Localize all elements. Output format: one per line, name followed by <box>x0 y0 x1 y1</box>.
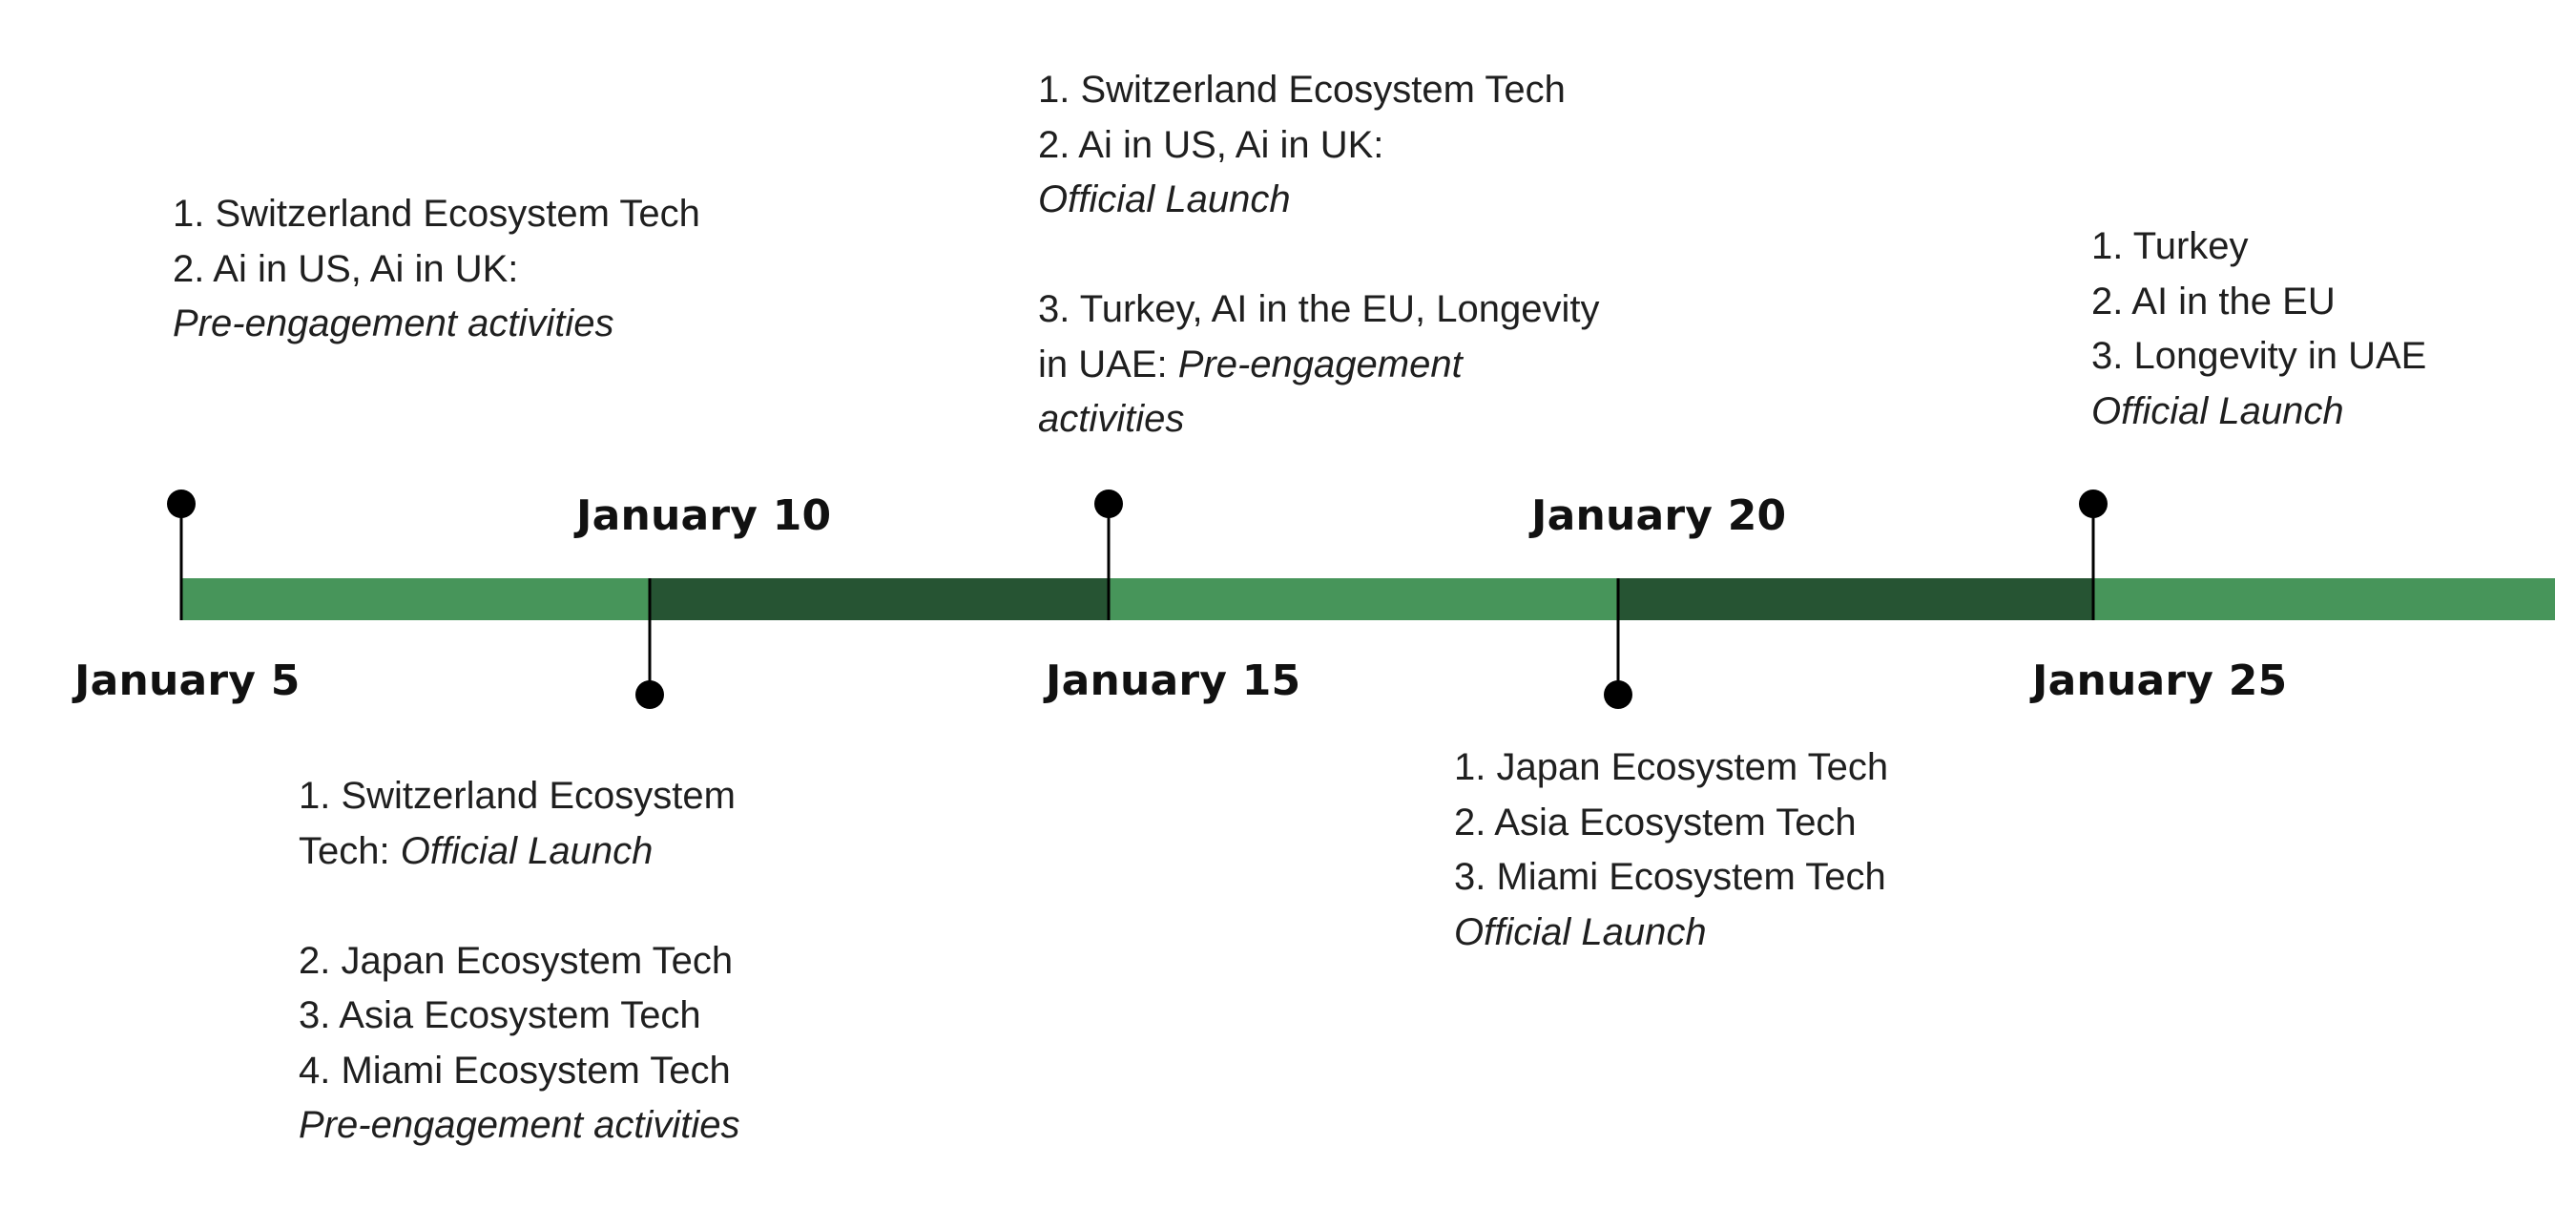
note-line: 3. Miami Ecosystem Tech <box>1454 856 1886 898</box>
note-line: Tech: <box>299 829 401 872</box>
timeline-bar-segment-jan5-jan10 <box>181 578 650 620</box>
note-line: 2. Japan Ecosystem Tech <box>299 939 734 982</box>
note-status: Official Launch <box>2091 389 2344 432</box>
milestone-note-jan5: 1. Switzerland Ecosystem Tech 2. Ai in U… <box>173 187 700 352</box>
milestone-note-jan10: 1. Switzerland Ecosystem Tech: Official … <box>299 769 739 1154</box>
date-label-jan20: January 20 <box>1531 491 1787 540</box>
timeline-bar-segment-jan20-jan25 <box>1618 578 2093 620</box>
note-line: 1. Switzerland Ecosystem Tech <box>173 193 700 235</box>
milestone-marker-jan20 <box>1604 680 1632 709</box>
milestone-note-jan25: 1. Turkey 2. AI in the EU 3. Longevity i… <box>2091 219 2426 439</box>
note-line: 4. Miami Ecosystem Tech <box>299 1049 731 1092</box>
date-label-jan25: January 25 <box>2032 656 2288 705</box>
note-line: 2. Ai in US, Ai in UK: <box>1038 123 1384 166</box>
note-status: Official Launch <box>1454 910 1707 953</box>
note-status: Official Launch <box>400 829 654 872</box>
note-line: 3. Asia Ecosystem Tech <box>299 994 701 1036</box>
timeline-bar-segment-after-jan25 <box>2093 578 2555 620</box>
milestone-marker-jan5 <box>167 490 196 518</box>
note-status: activities <box>1038 398 1185 440</box>
note-line: 1. Japan Ecosystem Tech <box>1454 746 1889 788</box>
note-line: 2. Ai in US, Ai in UK: <box>173 247 519 290</box>
note-status: Pre-engagement activities <box>173 302 614 344</box>
note-status: Pre-engagement <box>1177 343 1463 385</box>
note-status: Official Launch <box>1038 178 1291 220</box>
note-line: 3. Longevity in UAE <box>2091 335 2427 377</box>
date-label-jan5: January 5 <box>74 656 301 705</box>
note-line: 1. Turkey <box>2091 225 2249 267</box>
note-line: 3. Turkey, AI in the EU, Longevity <box>1038 288 1600 330</box>
milestone-marker-jan10 <box>635 680 664 709</box>
date-label-jan15: January 15 <box>1046 656 1301 705</box>
timeline-bar-segment-jan15-jan20 <box>1109 578 1618 620</box>
note-line: 1. Switzerland Ecosystem <box>299 775 736 817</box>
milestone-marker-jan25 <box>2079 490 2108 518</box>
timeline-bar-segment-jan10-jan15 <box>650 578 1109 620</box>
note-line: 2. Asia Ecosystem Tech <box>1454 801 1857 844</box>
note-status: Pre-engagement activities <box>299 1104 740 1146</box>
milestone-marker-jan15 <box>1094 490 1123 518</box>
milestone-note-jan15: 1. Switzerland Ecosystem Tech 2. Ai in U… <box>1038 63 1599 448</box>
milestone-note-jan20: 1. Japan Ecosystem Tech 2. Asia Ecosyste… <box>1454 740 1888 960</box>
note-line: in UAE: <box>1038 343 1178 385</box>
date-label-jan10: January 10 <box>576 491 832 540</box>
note-line: 2. AI in the EU <box>2091 280 2336 323</box>
note-line: 1. Switzerland Ecosystem Tech <box>1038 69 1566 111</box>
